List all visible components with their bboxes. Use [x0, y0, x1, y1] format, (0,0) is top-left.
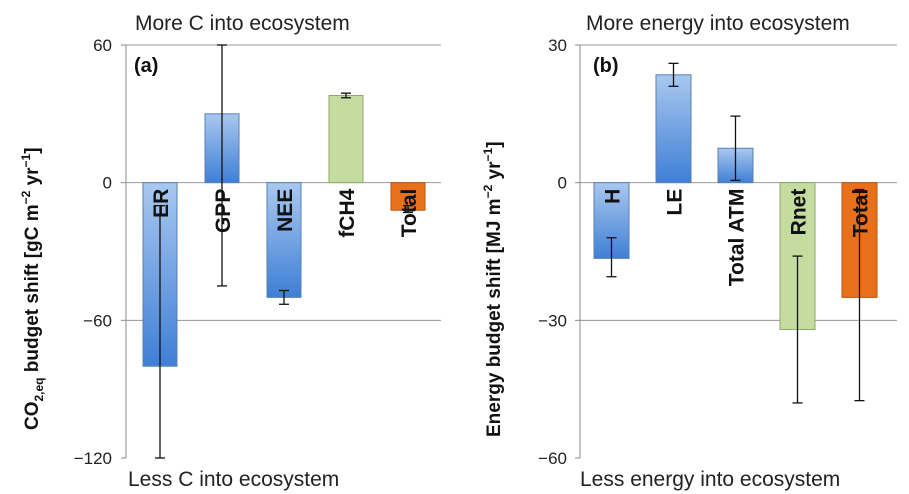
panel-a-y-axis-label: CO2,eq budget shift [gC m−2 yr−1] — [19, 147, 46, 430]
y-tick-label: −30 — [538, 311, 567, 330]
panel-a-label: (a) — [134, 55, 158, 77]
panel-b-bottom-annotation: Less energy into ecosystem — [580, 468, 840, 491]
panel-b-y-axis-label: Energy budget shift [MJ m−2 yr−1] — [481, 141, 505, 437]
category-label: NEE — [274, 189, 297, 232]
category-label: Total ATM — [726, 189, 749, 287]
category-label: GPP — [212, 189, 235, 233]
panel-b-top-annotation: More energy into ecosystem — [586, 12, 850, 35]
y-tick-label: −120 — [74, 449, 112, 468]
y-tick-label: −60 — [83, 311, 112, 330]
category-label: Total — [850, 189, 873, 238]
panel-a-bottom-annotation: Less C into ecosystem — [128, 468, 339, 491]
panel-b-plot: 30 0 −30 −60 H LE Total ATM Rnet Total — [538, 36, 897, 468]
y-tick-label: 0 — [103, 174, 112, 193]
category-label: Rnet — [788, 189, 811, 236]
panel-b-label: (b) — [593, 55, 619, 77]
category-label: LE — [664, 189, 687, 216]
y-tick-label: 30 — [548, 36, 567, 55]
panel-b: More energy into ecosystem Less energy i… — [481, 12, 897, 491]
panel-a-top-annotation: More C into ecosystem — [135, 12, 350, 35]
panel-a: More C into ecosystem Less C into ecosys… — [19, 12, 441, 491]
bar-nee — [266, 182, 302, 298]
y-tick-label: −60 — [538, 449, 567, 468]
category-label: H — [602, 189, 625, 204]
y-tick-label: 0 — [558, 174, 567, 193]
bar-le — [655, 74, 692, 184]
bar-fch4 — [328, 94, 364, 184]
y-tick-label: 60 — [93, 36, 112, 55]
category-label: ER — [150, 189, 173, 218]
category-label: fCH4 — [336, 188, 359, 237]
